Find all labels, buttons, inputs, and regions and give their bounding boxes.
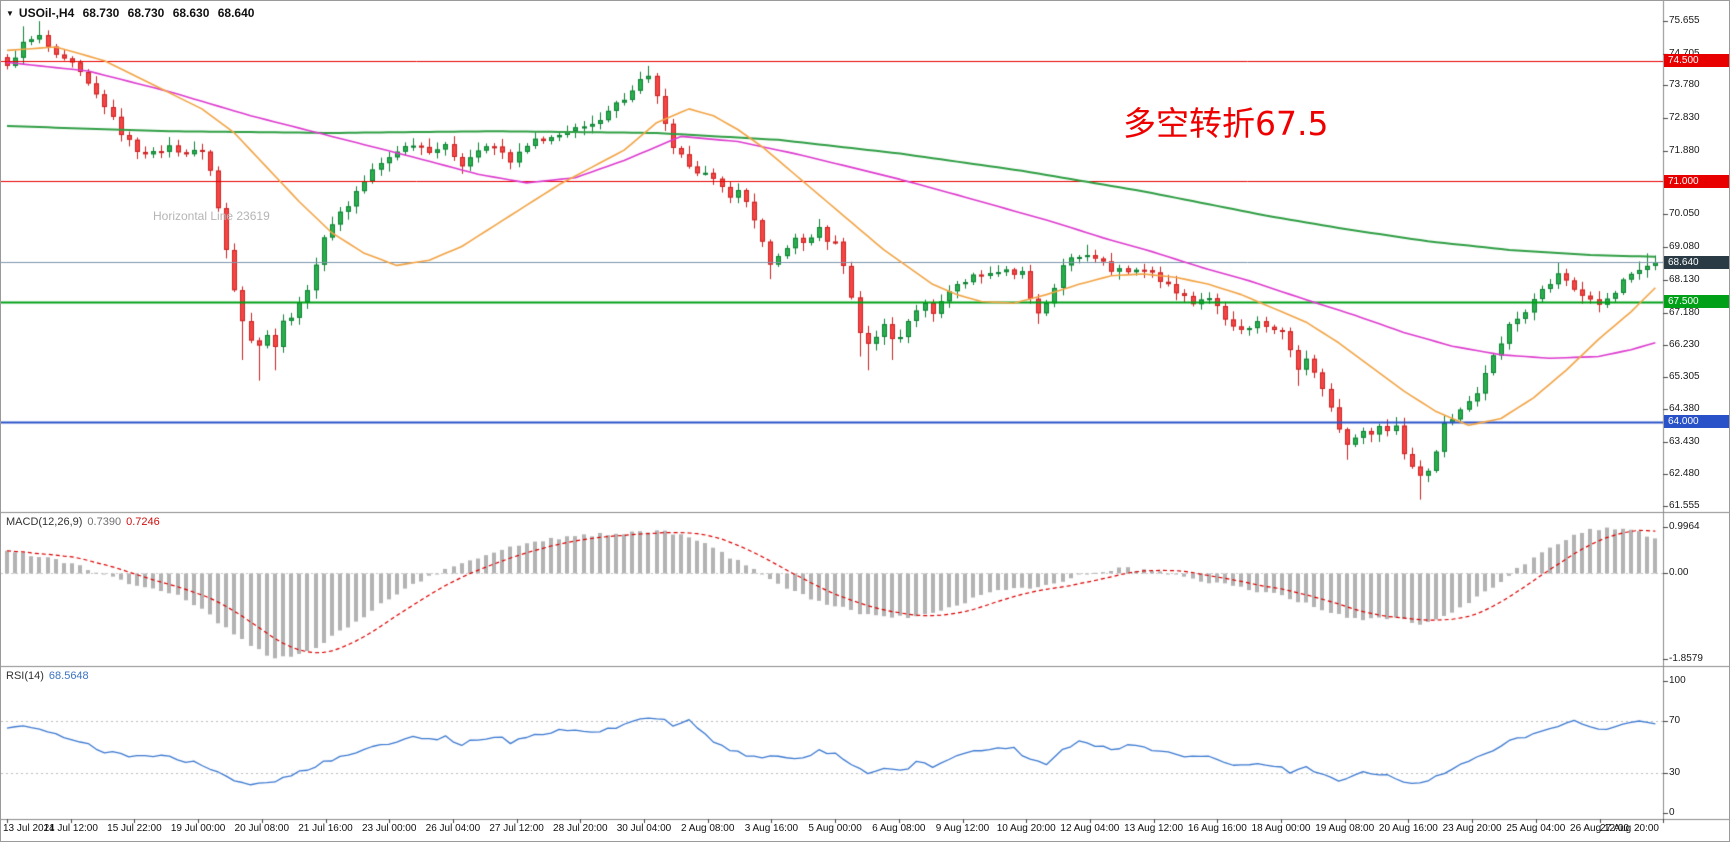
symbol-timeframe-label: USOil-,H4 [18,6,75,20]
rsi-indicator-label: RSI(14) 68.5648 [6,670,94,682]
rsi-name: RSI(14) [6,670,44,682]
chart-annotation-text[interactable]: 多空转折67.5 [1123,104,1329,143]
rsi-value: 68.5648 [48,670,89,682]
symbol-marker-icon: ▼ [6,9,14,18]
macd-main-value: 0.7390 [87,516,122,528]
macd-name: MACD(12,26,9) [6,516,83,528]
ohlc-high-value: 68.730 [127,6,165,20]
macd-signal-value: 0.7246 [126,516,160,528]
ohlc-open-value: 68.730 [82,6,120,20]
macd-indicator-label: MACD(12,26,9) 0.7390 0.7246 [6,516,165,528]
hline-object-tooltip: Horizontal Line 23619 [153,209,270,223]
ohlc-close-value: 68.640 [217,6,255,20]
chart-header: ▼ USOil-,H4 68.730 68.730 68.630 68.640 [6,6,259,20]
ohlc-low-value: 68.630 [172,6,210,20]
